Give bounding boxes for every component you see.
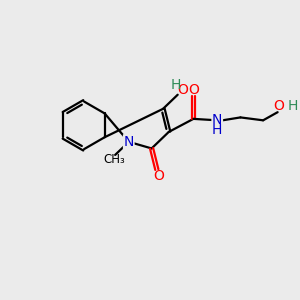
Text: H: H (212, 123, 222, 136)
Text: H: H (287, 99, 298, 113)
Text: N: N (212, 113, 222, 127)
Text: N: N (124, 135, 134, 149)
Text: H: H (171, 78, 181, 92)
Text: O: O (188, 83, 199, 97)
Text: CH₃: CH₃ (103, 153, 125, 166)
Text: O: O (153, 169, 164, 183)
Text: O: O (177, 83, 188, 97)
Text: O: O (274, 99, 284, 113)
